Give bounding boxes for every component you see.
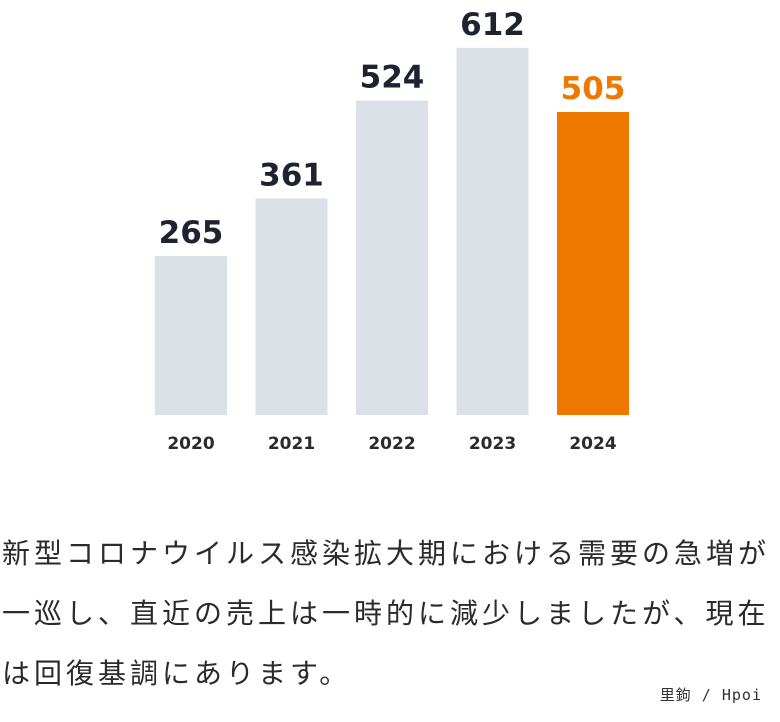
caption-text: 新型コロナウイルス感染拡大期における需要の急増が一巡し、直近の売上は一時的に減少… <box>2 537 771 690</box>
bar-2021 <box>255 198 328 415</box>
value-label-2023: 612 <box>460 7 525 43</box>
value-label-2022: 524 <box>360 60 425 96</box>
value-labels-group: 265 361 524 612 505 <box>159 7 626 251</box>
x-tick-label-2020: 2020 <box>167 434 214 454</box>
bar-2022 <box>356 100 428 415</box>
bar-2020 <box>155 256 227 415</box>
bar-2023 <box>456 47 529 416</box>
bars-group <box>155 47 629 416</box>
x-tick-label-2023: 2023 <box>469 434 516 454</box>
value-label-2021: 361 <box>259 157 324 193</box>
bar-chart: 265 361 524 612 505 2020 2021 2022 2023 2024 <box>155 7 629 454</box>
x-tick-label-2024: 2024 <box>569 434 616 454</box>
x-tick-label-2021: 2021 <box>268 434 315 454</box>
value-label-2024: 505 <box>561 71 626 107</box>
x-axis-tick-labels: 2020 2021 2022 2023 2024 <box>167 434 616 454</box>
value-label-2020: 265 <box>159 215 224 251</box>
bar-2024 <box>557 112 629 415</box>
watermark: 里鉤 / Hpoi <box>659 686 762 704</box>
x-tick-label-2022: 2022 <box>368 434 415 454</box>
